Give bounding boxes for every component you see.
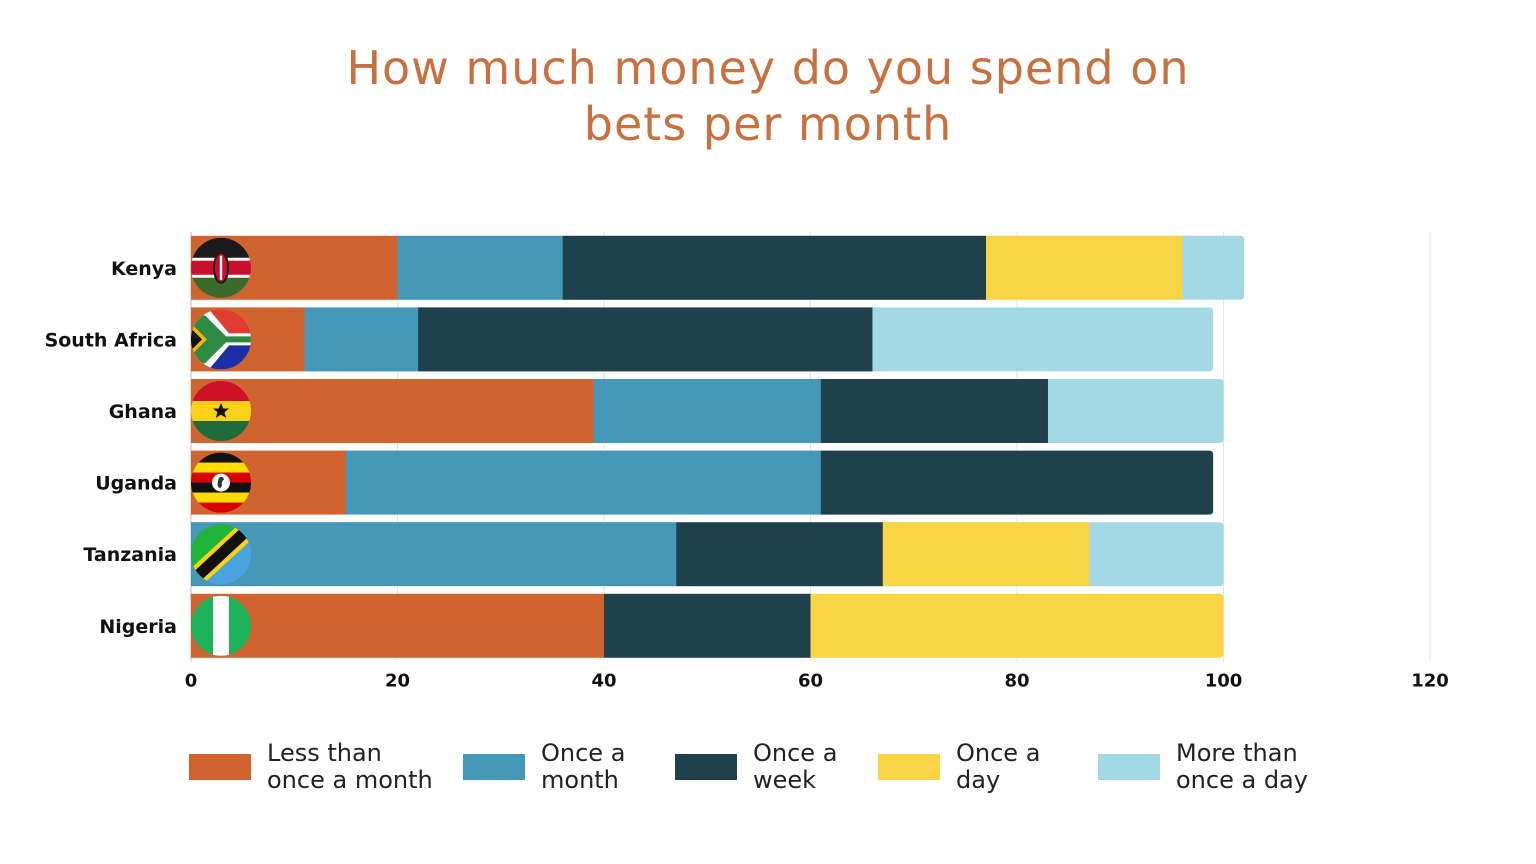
legend-item-once-a-day: Once a day [878,740,1146,794]
category-label: Nigeria [99,616,177,638]
legend-label: Less than once a month [267,740,457,794]
category-label: Kenya [111,258,177,280]
legend-swatch [189,754,251,780]
legend-swatch [463,754,525,780]
legend-label-line-1: Less than [267,739,382,767]
x-tick-label: 120 [1411,671,1449,692]
kenya-flag-icon [191,237,251,298]
legend-label: Once a week [753,740,943,794]
bar-segment [604,593,811,658]
bar-segment [820,379,1049,443]
bar-segment [304,307,419,372]
legend-label: Once a month [541,740,731,794]
category-labels: Kenya South Africa Ghana Uganda Tanzania Nige… [45,258,177,638]
grid-lines [190,232,1431,662]
bar-segment [820,450,1214,515]
x-tick-label: 80 [1004,671,1029,692]
chart-title-line-2: bets per month [583,97,953,151]
legend-label-line-1: Once a [753,739,838,767]
legend-label-line-2: once a day [1176,766,1308,794]
legend-label-line-1: Once a [541,739,626,767]
bar-segment [593,379,822,443]
x-tick-label: 60 [798,671,823,692]
flags [191,237,251,656]
uganda-flag-icon [191,452,251,513]
bar-segment [986,235,1183,300]
legend-label-line-2: day [956,766,1001,794]
legend-swatch [878,754,940,780]
legend-swatch [675,754,737,780]
bar-segment [191,379,595,443]
x-tick-labels: 0 20 40 60 80 100 120 [185,671,1449,692]
legend-label: More than once a day [1176,740,1366,794]
bar-segment [1047,379,1224,443]
bar-segment [810,593,1224,658]
chart-title-line-1: How much money do you spend on [346,41,1190,95]
legend-swatch [1098,754,1160,780]
bar-segment [1089,522,1224,587]
x-tick-label: 40 [591,671,616,692]
chart-title: How much money do you spend on bets per … [0,40,1536,152]
bar-segment [345,450,822,515]
bar-segment [872,307,1214,372]
legend-item-once-a-month: Once a month [463,740,731,794]
south-africa-flag-icon [191,309,251,370]
legend-item-once-a-week: Once a week [675,740,943,794]
category-label: Tanzania [83,544,177,566]
bar-segment [1182,235,1245,300]
bar-segment [191,522,677,587]
legend-item-more-than-once-a-day: More than once a day [1098,740,1366,794]
category-label: Ghana [109,401,177,423]
legend-label-line-2: month [541,766,619,794]
legend-item-less-than-once-a-month: Less than once a month [189,740,457,794]
bar-segment [418,307,873,372]
x-tick-label: 100 [1205,671,1243,692]
bar-segment [882,522,1090,587]
category-label: South Africa [45,329,177,351]
legend-label: Once a day [956,740,1146,794]
bar-segment [191,593,605,658]
legend-label-line-2: once a month [267,766,433,794]
x-tick-label: 20 [385,671,410,692]
category-label: Uganda [95,473,177,495]
nigeria-flag-icon [191,595,251,656]
bar-segment [676,522,884,587]
tanzania-flag-icon [191,524,251,585]
legend-label-line-2: week [753,766,817,794]
ghana-flag-icon [191,381,251,441]
bars [191,235,1245,658]
legend-label-line-1: Once a [956,739,1041,767]
bar-segment [562,235,987,300]
legend-label-line-1: More than [1176,739,1298,767]
x-tick-label: 0 [185,671,198,692]
bar-segment [397,235,564,300]
